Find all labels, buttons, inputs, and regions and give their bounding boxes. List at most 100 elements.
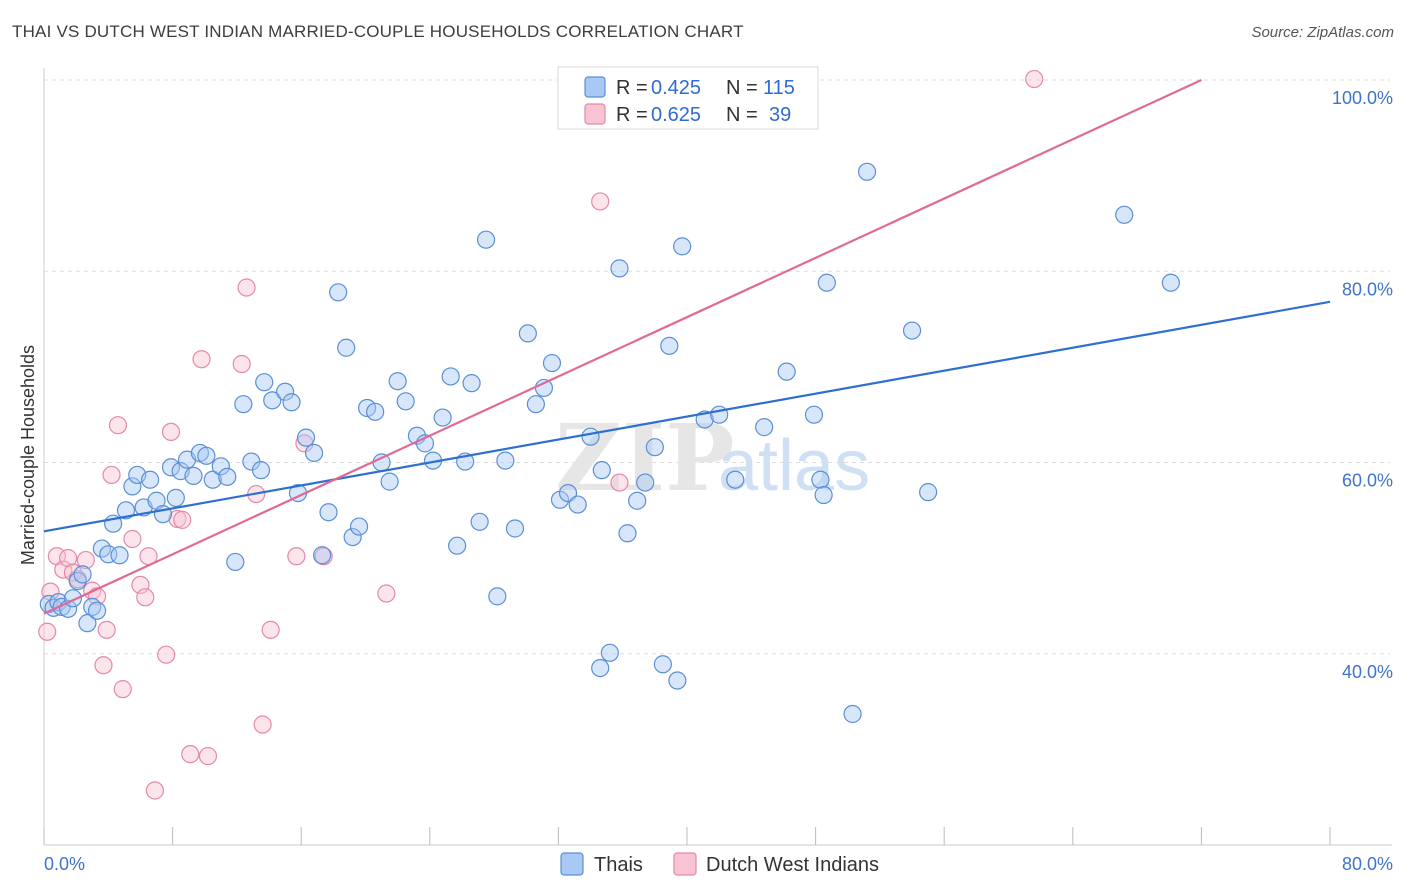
thai-point — [804, 405, 824, 424]
dwi-point — [108, 416, 128, 435]
thai-point — [441, 367, 460, 386]
bottom-legend: Thais Dutch West Indians — [560, 852, 879, 876]
x-tick-label: 0.0% — [44, 854, 85, 874]
dwi-point — [136, 588, 155, 607]
thai-point — [668, 671, 687, 690]
thai-point — [78, 614, 97, 633]
thais-legend-label: Thais — [594, 854, 643, 876]
trend-lines — [43, 79, 1331, 615]
thai-point — [329, 283, 348, 302]
legend-n-label: N = — [726, 77, 758, 99]
dwi-point — [161, 422, 181, 441]
dwi-point — [237, 278, 256, 297]
thai-point — [814, 485, 833, 505]
legend-r-value: 0.425 — [651, 77, 701, 99]
dwi-swatch-icon — [584, 103, 606, 125]
thai-point — [476, 230, 496, 249]
thai-point — [73, 565, 92, 584]
thai-point — [726, 470, 745, 489]
dwi-point — [287, 547, 306, 566]
thai-point — [433, 408, 452, 427]
dwi-point — [181, 745, 200, 764]
thai-point — [568, 495, 587, 514]
dwi-point — [38, 622, 57, 641]
y-tick-label: 40.0% — [1342, 662, 1393, 682]
thai-point — [581, 427, 600, 446]
dwi-point — [97, 620, 116, 639]
legend-row-thai: R = 0.425 N = 115 — [584, 76, 795, 99]
chart-title: THAI VS DUTCH WEST INDIAN MARRIED-COUPLE… — [12, 22, 744, 41]
thai-points — [39, 162, 1180, 724]
thai-point — [263, 391, 282, 410]
thai-point — [87, 601, 107, 620]
thai-point — [226, 552, 245, 572]
legend-n-value: 39 — [769, 104, 791, 126]
thai-point — [110, 546, 129, 565]
dwi-point — [192, 350, 211, 369]
thai-point — [857, 162, 877, 181]
thai-point — [591, 658, 610, 678]
thai-point — [388, 372, 407, 391]
legend-r-label: R = — [616, 77, 648, 99]
thai-point — [161, 458, 181, 477]
thai-trend-line — [43, 300, 1331, 533]
thai-point — [251, 461, 271, 480]
thai-point — [366, 402, 385, 421]
thai-point — [645, 438, 664, 457]
y-tick-label: 60.0% — [1342, 471, 1393, 491]
thai-point — [653, 655, 672, 674]
dwi-trend-line — [43, 79, 1202, 615]
dwi-points — [38, 69, 1044, 800]
dwi-point — [94, 656, 113, 675]
dwi-point — [198, 746, 218, 766]
dwi-point — [173, 510, 192, 529]
thai-point — [282, 393, 301, 412]
thai-point — [166, 488, 185, 507]
thai-point — [218, 467, 237, 486]
dwi-point — [377, 584, 396, 603]
thai-point — [636, 473, 655, 492]
watermark-atlas: atlas — [718, 426, 870, 506]
y-tick-label: 100.0% — [1332, 88, 1393, 108]
dwi-point — [102, 465, 121, 485]
thai-point — [1115, 205, 1134, 224]
thai-point — [488, 587, 507, 606]
thai-point — [123, 477, 142, 496]
y-tick-labels: 40.0% 60.0% 80.0% 100.0% — [1332, 88, 1393, 682]
thai-point — [255, 373, 274, 392]
thai-point — [610, 259, 629, 278]
dwi-point — [145, 781, 165, 800]
thai-point — [276, 382, 295, 401]
thais-legend-swatch-icon — [560, 852, 584, 876]
watermark-zip: ZIP — [555, 404, 734, 512]
thai-point — [396, 392, 415, 411]
thai-point — [817, 273, 836, 292]
thai-point — [234, 395, 253, 414]
y-axis-title: Married-couple Households — [18, 345, 38, 565]
thai-point — [380, 472, 399, 491]
grid — [44, 79, 1390, 655]
thai-point — [526, 395, 545, 414]
thai-point — [592, 461, 611, 480]
thai-point — [618, 524, 637, 543]
legend-row-dwi: R = 0.625 N = 39 — [584, 103, 791, 126]
thai-point — [843, 704, 862, 724]
dwi-legend-label: Dutch West Indians — [706, 854, 879, 876]
dwi-point — [591, 192, 610, 211]
thai-point — [343, 527, 362, 547]
thai-point — [505, 519, 525, 538]
thai-point — [140, 470, 160, 489]
thai-point — [448, 536, 467, 555]
legend-n-label: N = — [726, 104, 758, 126]
thai-point — [628, 491, 647, 510]
dwi-point — [59, 549, 78, 568]
dwi-point — [113, 680, 132, 699]
axes — [43, 68, 1392, 846]
thai-point — [462, 374, 481, 393]
thai-point — [211, 457, 230, 476]
thai-point — [777, 362, 796, 381]
dwi-point — [232, 354, 251, 374]
source-label: Source: ZipAtlas.com — [1251, 24, 1394, 41]
thai-point — [902, 321, 922, 340]
